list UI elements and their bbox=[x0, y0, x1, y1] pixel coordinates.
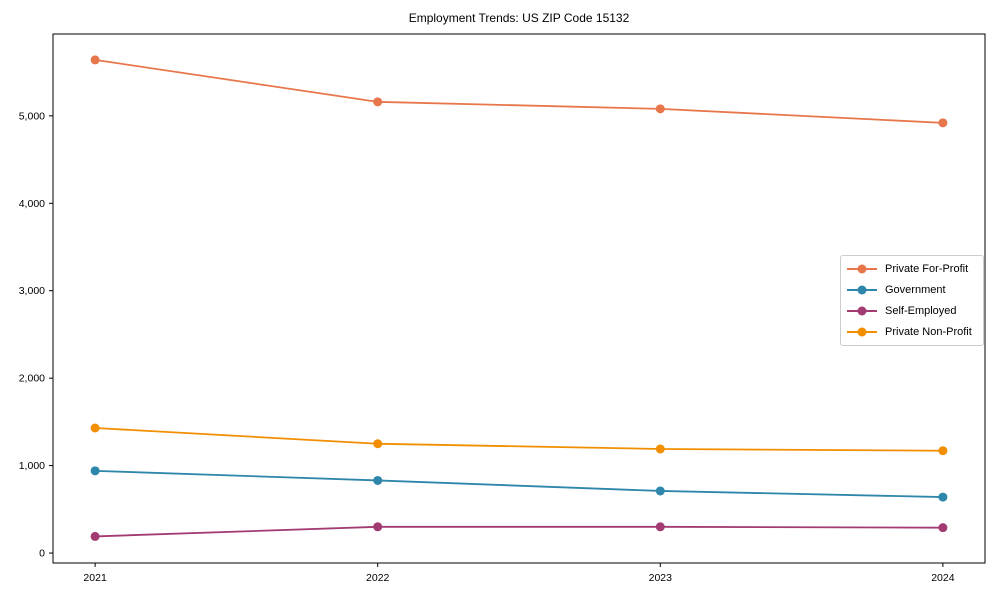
x-tick-label: 2022 bbox=[366, 572, 390, 584]
y-tick-label: 2,000 bbox=[19, 373, 45, 385]
data-point-private-for-profit bbox=[938, 118, 948, 128]
legend-item-government: Government bbox=[847, 280, 977, 300]
x-tick-label: 2024 bbox=[931, 572, 955, 584]
data-point-self-employed bbox=[90, 531, 100, 541]
legend-item-private-non-profit: Private Non-Profit bbox=[847, 322, 977, 342]
data-point-self-employed bbox=[373, 522, 383, 532]
data-point-government bbox=[938, 492, 948, 502]
legend-label: Private For-Profit bbox=[885, 263, 969, 275]
data-point-government bbox=[90, 466, 100, 476]
legend-marker-icon bbox=[847, 264, 877, 274]
y-tick-label: 4,000 bbox=[19, 198, 45, 210]
legend-item-self-employed: Self-Employed bbox=[847, 301, 977, 321]
chart-title: Employment Trends: US ZIP Code 15132 bbox=[408, 11, 630, 25]
data-point-private-non-profit bbox=[655, 444, 665, 454]
series-line-self-employed bbox=[95, 525, 943, 538]
data-point-private-non-profit bbox=[373, 439, 383, 449]
legend-label: Private Non-Profit bbox=[885, 326, 972, 338]
y-tick-label: 3,000 bbox=[19, 285, 45, 297]
legend-marker-icon bbox=[847, 285, 877, 295]
legend-label: Self-Employed bbox=[885, 305, 957, 317]
legend-item-private-for-profit: Private For-Profit bbox=[847, 259, 977, 279]
data-point-self-employed bbox=[655, 522, 665, 532]
data-point-government bbox=[373, 475, 383, 485]
x-tick-label: 2021 bbox=[83, 572, 107, 584]
data-point-private-for-profit bbox=[373, 97, 383, 107]
x-tick-label: 2023 bbox=[649, 572, 673, 584]
series-line-private-for-profit bbox=[94, 58, 943, 124]
legend: Private For-Profit Government Self-Employe… bbox=[840, 255, 984, 346]
y-tick-label: 0 bbox=[39, 548, 45, 560]
legend-label: Government bbox=[885, 284, 946, 296]
y-tick-label: 5,000 bbox=[19, 110, 45, 122]
y-tick-label: 1,000 bbox=[19, 460, 45, 472]
data-point-self-employed bbox=[938, 523, 948, 533]
series-line-private-non-profit bbox=[95, 427, 943, 452]
legend-marker-icon bbox=[847, 327, 877, 337]
data-point-private-for-profit bbox=[655, 104, 665, 114]
legend-marker-icon bbox=[847, 306, 877, 316]
data-point-private-non-profit bbox=[90, 423, 100, 433]
data-point-government bbox=[655, 486, 665, 496]
series-line-government bbox=[95, 469, 943, 498]
data-point-private-non-profit bbox=[938, 446, 948, 456]
data-point-private-for-profit bbox=[90, 55, 100, 65]
plot-border bbox=[52, 33, 986, 564]
